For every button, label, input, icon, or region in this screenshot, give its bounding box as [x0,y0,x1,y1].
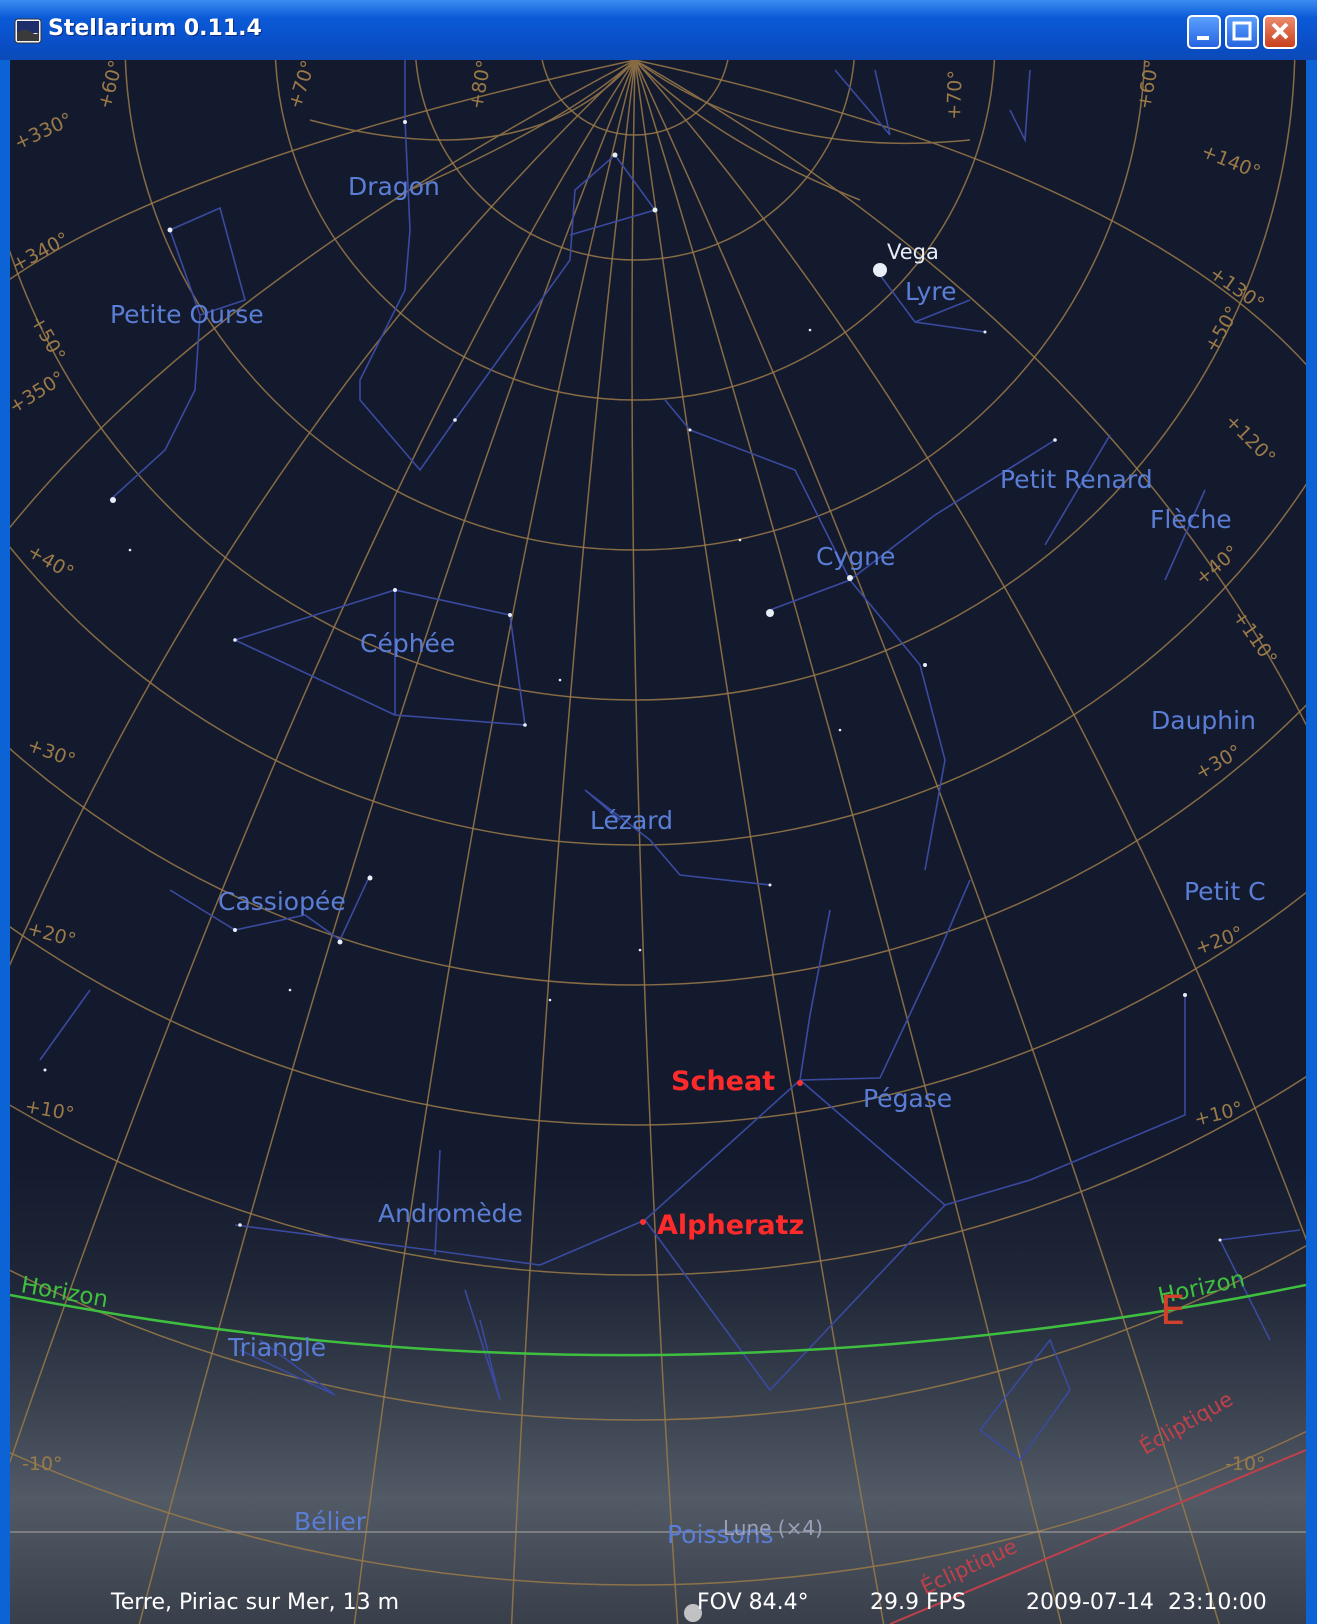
close-button[interactable] [1263,15,1297,49]
altitude-label: +80° [465,60,495,111]
altitude-grid [10,60,1306,1586]
altitude-label: -10° [22,1453,63,1475]
constellation-label: Lézard [590,806,673,835]
stellarium-app-icon [14,18,42,44]
altitude-label: +40° [24,540,78,584]
altitude-label: +20° [25,918,79,952]
location-status[interactable]: Terre, Piriac sur Mer, 13 m [111,1590,400,1615]
altitude-label: +50° [26,312,70,366]
star-label-alpheratz[interactable]: Alpheratz [657,1210,804,1241]
window-title: Stellarium 0.11.4 [48,16,262,41]
altitude-label: +10° [1192,1098,1245,1131]
altitude-label: -10° [1225,1453,1266,1475]
alpheratz-marker[interactable] [640,1219,646,1225]
altitude-label: +30° [1192,740,1246,784]
maximize-button[interactable] [1225,15,1259,49]
altitude-label: +50° [1200,303,1244,357]
cardinal-east: E [1160,1288,1185,1334]
constellation-labels: Dragon Petite Ourse Lyre Petit Renard Fl… [110,172,1266,1549]
altitude-label: +60° [1133,60,1163,111]
time-status[interactable]: 23:10:00 [1168,1590,1267,1615]
ecliptic-line [889,1449,1306,1624]
constellation-label: Lyre [905,277,957,306]
azimuth-label: +340° [10,228,73,276]
horizon-line [10,1283,1306,1357]
stars [43,120,1222,1242]
constellation-label: Triangle [227,1333,326,1362]
azimuth-label: +110° [1228,606,1281,669]
azimuth-label: +120° [1220,410,1279,469]
ecliptic-label: Écliptique [1135,1386,1237,1459]
close-icon [1271,22,1289,40]
azimuth-grid [10,60,1306,1624]
sky-view[interactable]: Dragon Petite Ourse Lyre Petit Renard Fl… [10,60,1306,1624]
grid-labels: +330° +340° +350° +140° +130° +120° +110… [10,60,1281,1475]
moon-icon[interactable] [684,1604,702,1622]
constellation-label: Andromède [378,1199,523,1228]
scheat-marker[interactable] [797,1080,803,1086]
azimuth-label: +350° [10,367,69,418]
minimize-button[interactable] [1187,15,1221,49]
altitude-label: +70° [943,70,967,120]
maximize-icon [1232,21,1252,41]
star-label-vega[interactable]: Vega [887,240,939,264]
altitude-label: +10° [23,1095,76,1125]
constellation-label: Cygne [816,542,895,571]
altitude-label: +70° [284,60,320,112]
constellation-lines [39,60,1301,1462]
minimize-icon [1197,36,1209,40]
constellation-label: Bélier [294,1507,367,1536]
constellation-label: Dragon [348,172,440,201]
fps-status: 29.9 FPS [870,1590,966,1615]
constellation-label: Pégase [863,1084,952,1113]
altitude-label: +60° [94,60,128,111]
azimuth-label: +140° [1198,140,1263,184]
constellation-label: Petit Renard [1000,465,1153,494]
title-bar[interactable]: Stellarium 0.11.4 [0,0,1317,60]
status-bar: Terre, Piriac sur Mer, 13 m FOV 84.4° 29… [10,1584,1306,1624]
azimuth-label: +330° [11,109,76,155]
date-status[interactable]: 2009-07-14 [1026,1590,1154,1615]
constellation-label: Dauphin [1151,706,1256,735]
altitude-label: +30° [24,734,78,772]
star-label-scheat[interactable]: Scheat [671,1066,775,1097]
constellation-label: Céphée [360,629,455,658]
fov-status: FOV 84.4° [697,1590,809,1615]
sky-map: Dragon Petite Ourse Lyre Petit Renard Fl… [10,60,1306,1624]
constellation-label: Flèche [1150,505,1232,534]
constellation-label: Petit C [1184,877,1266,906]
constellation-label: Poissons [667,1520,774,1549]
moon-label[interactable]: Lune (×4) [723,1516,823,1540]
constellation-label: Cassiopée [218,887,346,916]
azimuth-label: +130° [1205,262,1268,315]
constellation-label: Petite Ourse [110,300,264,329]
